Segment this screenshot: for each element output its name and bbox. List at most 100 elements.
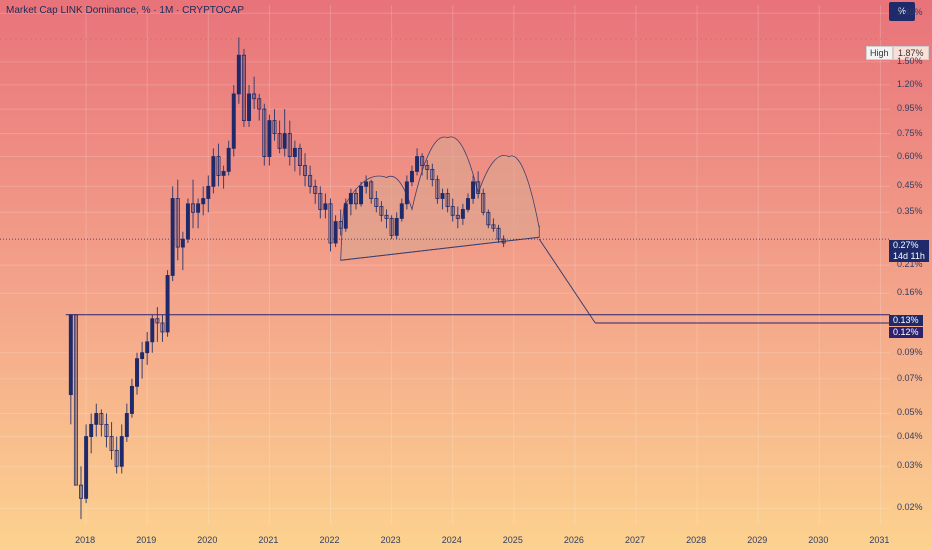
candle-body [389,217,394,236]
y-tick-label: 0.05% [897,407,923,418]
candle [79,466,83,520]
candle [231,84,236,157]
x-tick-label: 2018 [75,535,96,545]
candle-body [109,436,114,451]
candle-body [175,198,180,248]
candle [257,93,262,121]
candle [465,193,470,213]
candle [445,188,450,213]
candle [374,191,379,213]
candle [404,175,409,210]
x-tick-label: 2027 [625,535,646,545]
candle-body [297,147,302,166]
candle [440,188,445,210]
candle [89,413,94,454]
support-upper-tag: 0.13% [889,315,923,326]
y-tick-label: 1.50% [897,55,923,66]
x-tick-label: 2030 [808,535,829,545]
candle-body [338,221,343,229]
candle-body [501,238,506,244]
candle-body [165,275,170,333]
current-price-value: 0.27% [893,240,919,250]
y-tick-label: 1.20% [897,78,923,89]
candle [150,314,155,353]
candle-body [94,413,99,425]
candle [328,198,333,252]
candle-body [145,341,150,354]
candle [313,179,318,204]
y-tick-label: 0.75% [897,127,923,138]
candle-body [440,193,445,199]
candle-body [374,198,379,207]
candle-body [155,318,160,324]
y-tick-label: 0.35% [897,206,923,217]
candle-body [267,120,272,157]
candle-body [333,221,338,244]
candle [384,209,389,229]
candle [226,140,231,176]
candle [236,37,241,104]
candle [277,120,282,154]
candle-body [415,156,420,172]
candle [389,215,394,240]
candle [359,181,364,207]
candle-body [425,165,430,170]
candle-body [323,203,328,210]
candle [272,109,277,141]
candle-body [89,423,94,437]
y-tick-label: 0.16% [897,287,923,298]
y-tick-label: 0.09% [897,346,923,357]
x-tick-label: 2025 [502,535,523,545]
candle [191,179,196,229]
candle [481,188,486,216]
x-tick-label: 2021 [258,535,279,545]
x-tick-label: 2029 [747,535,768,545]
candle-body [236,54,241,95]
candle [333,215,338,248]
candle-body [460,208,465,219]
candle-body [231,93,236,149]
x-tick-label: 2023 [380,535,401,545]
countdown-value: 14d 11h [893,251,925,261]
candle [124,403,129,442]
candle [430,163,435,187]
candle-body [430,169,435,181]
candle-body [292,147,297,157]
candle [119,424,124,474]
candle [216,143,221,187]
candle-body [282,133,287,149]
candle [206,175,211,213]
candle [175,179,180,261]
candle-body [364,181,369,187]
projection-line [538,238,596,324]
candle [369,179,374,204]
candle [287,120,292,166]
candle-body [124,413,129,437]
candle [99,409,104,437]
trend-lines [0,38,890,324]
scale-badge[interactable]: % [889,2,915,21]
candle-body [399,203,404,219]
candle [415,148,420,176]
candle-body [394,217,399,236]
candle-body [180,238,185,248]
candle-body [318,193,323,210]
candle [185,198,190,244]
candle [450,198,455,222]
candle-body [206,185,211,199]
candle-body [379,206,384,216]
candle [129,378,134,418]
candle [104,413,109,448]
candle [247,84,252,127]
candle [262,103,267,166]
y-tick-label: 2.40% [897,7,923,18]
candle [455,206,460,229]
candle [486,209,491,229]
candle-body [114,449,119,467]
candle [420,153,425,176]
y-tick-label: 0.21% [897,259,923,270]
candle-body [119,436,124,467]
candle-body [486,211,491,226]
candle [211,148,216,194]
